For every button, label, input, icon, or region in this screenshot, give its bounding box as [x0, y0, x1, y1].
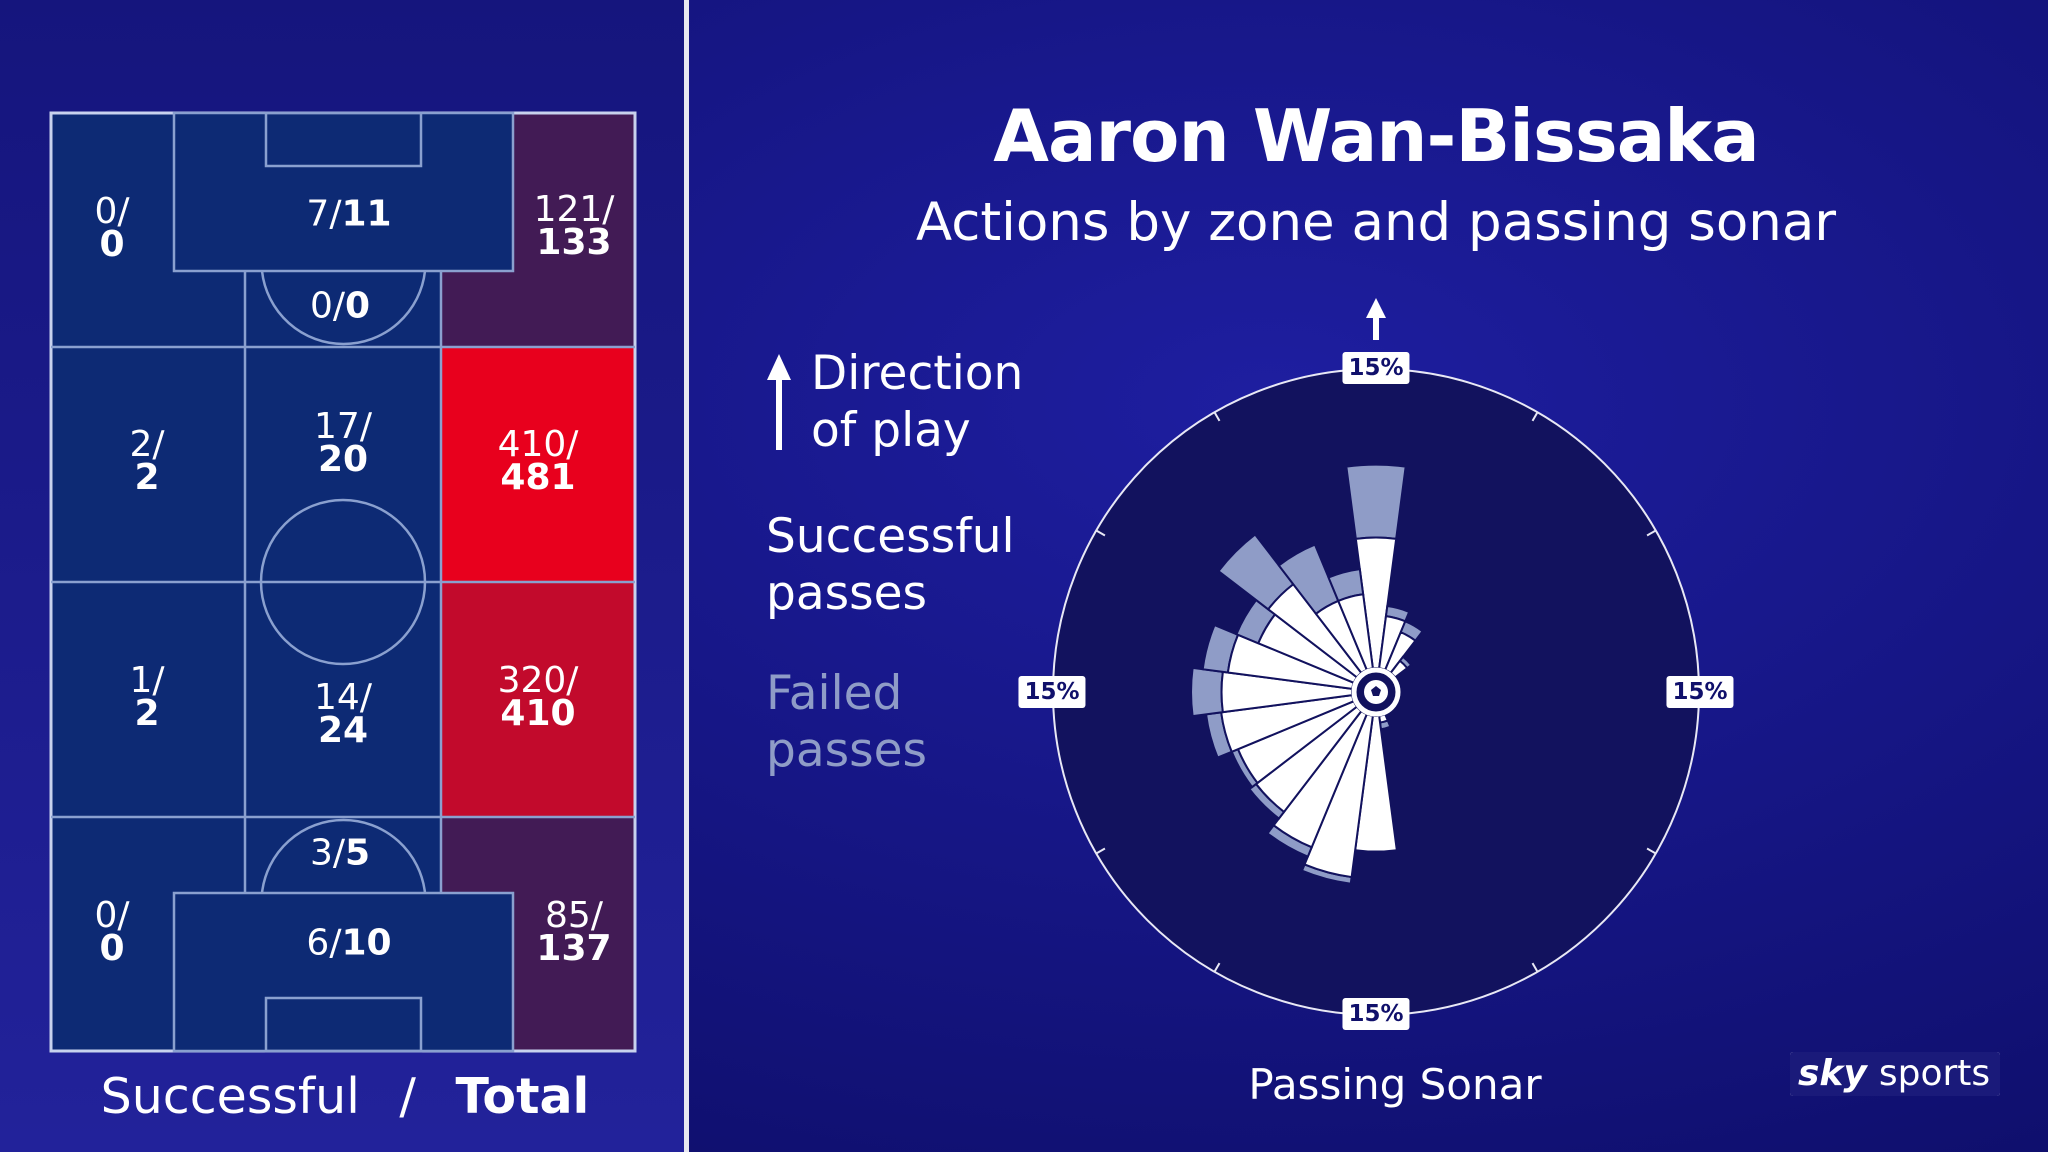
- zone-label-middef-right: 320/410: [497, 660, 579, 734]
- sonar-ticks: [1095, 411, 1657, 973]
- zone-successful: 3/: [309, 832, 345, 874]
- zone-label-def-box: 6/10: [306, 925, 391, 961]
- zone-successful: 1/: [129, 660, 165, 701]
- scale-label-bottom: 15%: [1342, 998, 1410, 1030]
- sonar-up-arrow-icon: [1366, 298, 1386, 340]
- zone-middef-centre: [245, 582, 441, 817]
- sonar-tick: [1646, 529, 1657, 537]
- zone-label-att-right: 121/133: [533, 189, 615, 263]
- zone-label-midatt-centre: 17/20: [314, 406, 372, 480]
- zone-total: 137: [536, 928, 612, 969]
- zone-label-midatt-left: 2/2: [129, 424, 165, 498]
- sonar-tick: [1213, 411, 1221, 422]
- sky-sports-logo: sky sports: [1790, 1052, 2001, 1096]
- caption-separator: /: [399, 1068, 416, 1125]
- zone-midatt-right: [441, 347, 635, 582]
- zone-successful: 121/: [533, 189, 615, 230]
- zone-midatt-centre: [245, 347, 441, 582]
- logo-sports: sports: [1874, 1052, 2001, 1096]
- zone-successful: 2/: [129, 424, 165, 465]
- legend-failed: Failed passes: [766, 666, 928, 778]
- zone-label-def-arc: 3/5: [310, 835, 370, 871]
- zone-total: 133: [536, 222, 612, 263]
- zone-label-def-right: 85/137: [536, 895, 612, 969]
- legend-successful: Successful passes: [766, 509, 1015, 621]
- zone-label-midatt-right: 410/481: [497, 424, 579, 498]
- zone-total: 0: [99, 928, 125, 969]
- zone-successful: 0/: [94, 191, 130, 232]
- sonar-tick: [1095, 529, 1106, 537]
- sonar-tick: [1531, 411, 1539, 422]
- caption-successful: Successful: [100, 1068, 360, 1125]
- zone-label-middef-centre: 14/24: [314, 677, 372, 751]
- scale-label-right: 15%: [1666, 676, 1734, 708]
- zone-total: 20: [317, 439, 369, 480]
- zone-successful: 14/: [314, 677, 372, 718]
- legend-direction: Direction of play: [811, 346, 1024, 458]
- sonar-caption: Passing Sonar: [1248, 1060, 1542, 1109]
- caption-total: Total: [455, 1068, 590, 1125]
- sonar-failed-bar-270: [1190, 666, 1224, 718]
- football-icon: [1351, 667, 1401, 717]
- sonar-tick: [1646, 847, 1657, 855]
- zone-total: 410: [500, 693, 576, 734]
- zone-successful: 85/: [545, 895, 603, 936]
- sonar-bars: [1190, 463, 1424, 885]
- zone-successful: 6/: [306, 922, 342, 964]
- zone-successful: 410/: [497, 424, 579, 465]
- page-subtitle: Actions by zone and passing sonar: [915, 192, 1837, 253]
- zone-successful: 320/: [497, 660, 579, 701]
- zone-middef-left: [51, 582, 245, 817]
- zone-pitch: [49, 111, 637, 1053]
- zone-label-def-left: 0/0: [94, 895, 130, 969]
- sonar-tick: [1213, 962, 1221, 973]
- zone-total: 481: [500, 457, 576, 498]
- scale-label-top: 15%: [1342, 352, 1410, 384]
- zone-label-att-box: 7/11: [306, 196, 391, 232]
- pitch-markings: [49, 111, 637, 1053]
- sonar-tick: [1531, 962, 1539, 973]
- logo-sky: sky: [1790, 1052, 1875, 1096]
- zone-successful: 17/: [314, 406, 372, 447]
- direction-arrow-icon: [767, 354, 791, 450]
- zone-total: 5: [344, 832, 371, 874]
- scale-label-left: 15%: [1018, 676, 1086, 708]
- zone-total: 0: [99, 224, 125, 265]
- panel-divider: [684, 0, 689, 1152]
- zone-successful: 0/: [94, 895, 130, 936]
- zone-midatt-left: [51, 347, 245, 582]
- zone-total: 2: [134, 457, 160, 498]
- zone-successful: 0/: [309, 285, 345, 327]
- sonar-tick: [1095, 847, 1106, 855]
- zone-total: 2: [134, 693, 160, 734]
- zone-middef-right: [441, 582, 635, 817]
- zone-label-att-left: 0/0: [94, 191, 130, 265]
- zone-label-middef-left: 1/2: [129, 660, 165, 734]
- zone-successful: 7/: [306, 193, 342, 235]
- zone-total: 24: [317, 710, 369, 751]
- pitch-caption: Successful / Total: [50, 1068, 640, 1125]
- zone-label-att-arc: 0/0: [310, 288, 370, 324]
- page-title: Aaron Wan-Bissaka: [993, 94, 1760, 178]
- zone-total: 10: [341, 922, 392, 964]
- zone-total: 11: [341, 193, 392, 235]
- zone-total: 0: [344, 285, 371, 327]
- sonar-failed-bar-0: [1345, 463, 1407, 540]
